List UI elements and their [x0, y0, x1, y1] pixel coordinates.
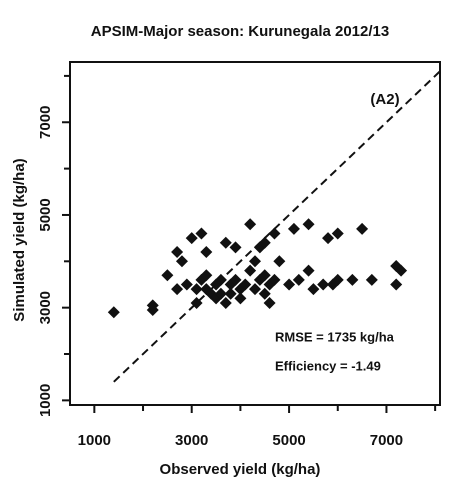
- data-point: [390, 278, 403, 291]
- rmse-annotation: RMSE = 1735 kg/ha: [275, 329, 395, 344]
- data-point: [273, 255, 286, 268]
- data-point: [263, 297, 276, 310]
- data-point: [244, 264, 257, 277]
- data-point: [195, 227, 208, 240]
- data-point: [302, 264, 315, 277]
- data-point: [365, 273, 378, 286]
- data-point: [229, 273, 242, 286]
- data-point: [283, 278, 296, 291]
- data-point: [107, 306, 120, 319]
- data-point: [214, 273, 227, 286]
- data-point: [219, 236, 232, 249]
- data-point: [161, 269, 174, 282]
- data-point: [346, 273, 359, 286]
- x-tick-label: 5000: [272, 432, 305, 449]
- data-point: [249, 283, 261, 296]
- data-point: [302, 218, 315, 231]
- x-tick-label: 1000: [78, 432, 111, 449]
- plot-frame: [69, 61, 441, 406]
- data-point: [258, 269, 271, 282]
- data-point: [258, 236, 271, 249]
- x-axis-label: Observed yield (kg/ha): [160, 461, 321, 478]
- data-point: [244, 218, 257, 231]
- chart-title: APSIM-Major season: Kurunegala 2012/13: [91, 23, 389, 40]
- data-point: [395, 264, 408, 277]
- data-point: [190, 297, 203, 310]
- data-point: [268, 273, 281, 286]
- data-point: [180, 278, 193, 291]
- data-point: [356, 222, 369, 235]
- y-tick-label: 5000: [37, 198, 54, 231]
- data-point: [224, 287, 237, 300]
- data-point: [322, 232, 335, 245]
- y-axis-label: Simulated yield (kg/ha): [11, 158, 28, 321]
- data-point: [214, 287, 227, 300]
- y-tick-label: 1000: [37, 384, 54, 417]
- data-point: [331, 227, 344, 240]
- x-tick-label: 7000: [370, 432, 403, 449]
- data-point: [326, 278, 339, 291]
- panel-label: (A2): [370, 91, 399, 108]
- data-point: [146, 299, 159, 312]
- data-point: [200, 246, 213, 259]
- efficiency-annotation: Efficiency = -1.49: [275, 358, 381, 373]
- x-tick-label: 3000: [175, 432, 208, 449]
- data-point: [175, 255, 188, 268]
- data-point: [287, 222, 300, 235]
- data-point: [249, 255, 261, 268]
- data-point: [317, 278, 330, 291]
- y-tick-label: 7000: [37, 106, 54, 139]
- data-point: [229, 241, 242, 254]
- data-point: [200, 269, 213, 282]
- data-point: [190, 283, 203, 296]
- data-point: [185, 232, 198, 245]
- data-point: [171, 246, 184, 259]
- one-to-one-line: [113, 70, 441, 383]
- data-point: [239, 278, 252, 291]
- y-tick-label: 3000: [37, 291, 54, 324]
- data-point: [268, 227, 281, 240]
- data-point: [292, 273, 305, 286]
- data-point: [234, 292, 247, 305]
- data-point: [219, 297, 232, 310]
- data-point: [307, 283, 320, 296]
- data-point: [171, 283, 184, 296]
- data-point: [258, 287, 271, 300]
